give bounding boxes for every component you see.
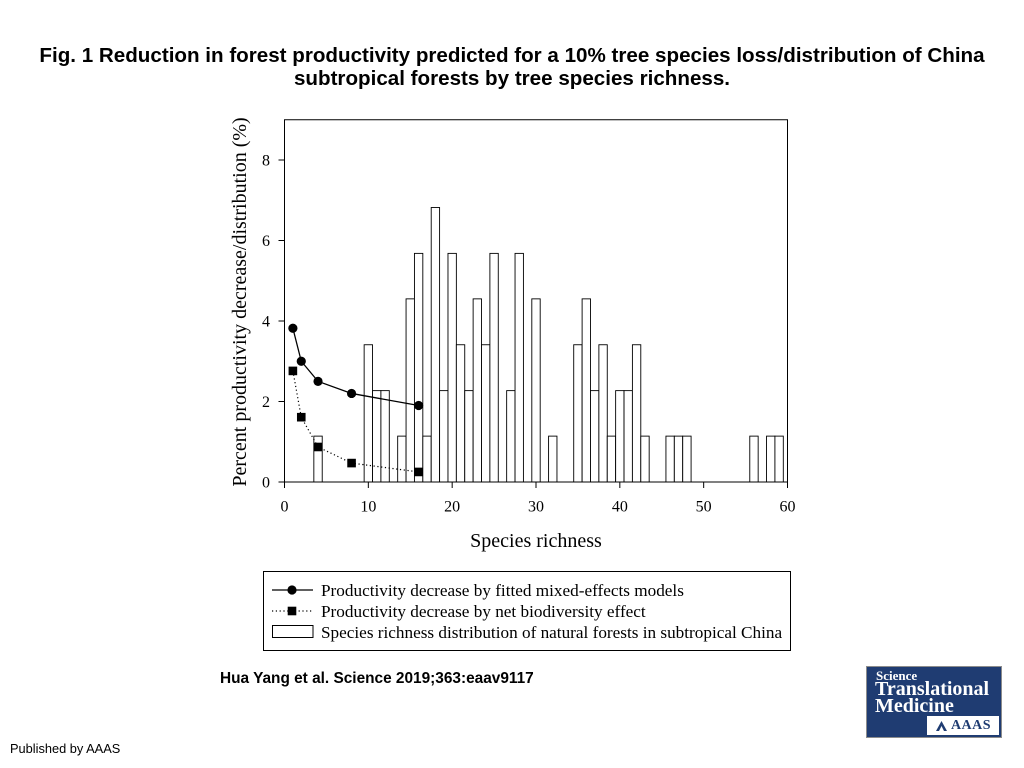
- legend-label-net-biodiversity: Productivity decrease by net biodiversit…: [321, 602, 646, 621]
- bar-species-richness-37: [590, 390, 600, 483]
- bar-species-richness-21: [455, 344, 466, 483]
- bar-species-richness-22: [464, 390, 474, 483]
- bar-species-richness-36: [581, 298, 591, 483]
- y-tick-label: 6: [262, 233, 270, 250]
- bar-species-richness-20: [447, 252, 457, 483]
- logo-translational-text: Translational: [875, 678, 990, 700]
- series-2-square-point: [347, 458, 356, 468]
- bar-species-richness-11: [372, 390, 382, 483]
- x-tick-label: 40: [612, 498, 628, 515]
- x-tick-label: 30: [528, 498, 544, 515]
- bar-species-richness-25: [489, 252, 499, 483]
- bar-species-richness-59: [774, 435, 784, 483]
- series-2-square-point: [313, 442, 323, 452]
- bar-species-richness-42: [631, 344, 642, 483]
- bar-species-richness-17: [422, 435, 432, 483]
- bar-species-richness-28: [514, 252, 524, 483]
- bar-species-richness-30: [531, 298, 541, 483]
- series-1-circle-point: [313, 376, 323, 386]
- legend: Productivity decrease by fitted mixed-ef…: [263, 571, 791, 651]
- legend-item-mixed-effects: Productivity decrease by fitted mixed-ef…: [272, 581, 684, 600]
- y-tick-label: 2: [262, 394, 270, 411]
- bar-species-richness-23: [472, 298, 482, 483]
- logo-aaas-text: AAAS: [950, 718, 992, 733]
- y-tick-label: 8: [262, 152, 270, 169]
- legend-circle-marker: [287, 585, 297, 595]
- bar-species-richness-16: [413, 252, 424, 483]
- series-2-square-point: [288, 366, 298, 376]
- journal-logo: Science Translational Medicine AAAS: [866, 666, 1002, 738]
- aaas-emblem-icon: [935, 720, 947, 731]
- bar-species-richness-47: [673, 435, 684, 483]
- legend-label-mixed-effects: Productivity decrease by fitted mixed-ef…: [321, 581, 684, 600]
- legend-frame: [263, 571, 791, 651]
- x-axis-label: Species richness: [470, 530, 602, 552]
- series-layer: [288, 323, 424, 477]
- logo-medicine-text: Medicine: [875, 695, 954, 717]
- legend-item-richness-distribution: Species richness distribution of natural…: [272, 623, 782, 642]
- series-1-circle-point: [288, 323, 298, 333]
- bar-species-richness-10: [363, 344, 373, 483]
- bar-species-richness-24: [481, 344, 491, 483]
- x-tick-label: 60: [780, 498, 796, 515]
- bar-species-richness-39: [606, 435, 617, 483]
- logo-science-text: Science: [876, 668, 918, 683]
- x-tick-label: 10: [360, 498, 376, 515]
- bar-species-richness-35: [573, 344, 583, 483]
- bar-species-richness-18: [430, 207, 441, 483]
- bar-species-richness-40: [615, 390, 625, 483]
- bar-species-richness-38: [598, 344, 608, 483]
- legend-square-marker: [287, 606, 297, 616]
- citation: Hua Yang et al. Science 2019;363:eaav911…: [220, 670, 534, 687]
- axis-ticks: 0 2 4 6 8 0 10 20 30 40 50 60: [262, 152, 796, 515]
- bar-species-richness-58: [766, 435, 776, 483]
- legend-bar-swatch: [272, 625, 314, 638]
- bar-species-richness-43: [640, 435, 650, 483]
- y-axis-label: Percent productivity decrease/distributi…: [229, 117, 251, 486]
- bar-species-richness-14: [397, 435, 407, 483]
- series-2-square-point: [296, 412, 306, 422]
- bar-species-richness-15: [405, 298, 415, 483]
- figure-title: Fig. 1 Reduction in forest productivity …: [0, 44, 1024, 90]
- bar-species-richness-48: [682, 435, 692, 483]
- bar-species-richness-32: [548, 435, 558, 483]
- bar-species-richness-56: [749, 435, 759, 483]
- bar-species-richness-46: [665, 435, 675, 483]
- bar-species-richness-41: [623, 390, 633, 483]
- bars-layer: [313, 207, 784, 483]
- legend-item-net-biodiversity: Productivity decrease by net biodiversit…: [272, 602, 646, 621]
- bar-species-richness-12: [380, 390, 390, 483]
- x-tick-label: 0: [281, 498, 289, 515]
- series-2-line: [292, 370, 419, 473]
- publisher-credit: Published by AAAS: [10, 741, 121, 756]
- x-tick-label: 50: [696, 498, 712, 515]
- y-tick-label: 0: [262, 474, 270, 491]
- figure-title-line-1: Fig. 1 Reduction in forest productivity …: [39, 44, 985, 67]
- x-tick-label: 20: [444, 498, 460, 515]
- figure-title-line-2: subtropical forests by tree species rich…: [293, 67, 731, 90]
- bar-species-richness-27: [506, 390, 516, 483]
- y-tick-label: 4: [262, 313, 270, 330]
- series-1-circle-point: [346, 388, 357, 399]
- legend-label-richness-distribution: Species richness distribution of natural…: [321, 623, 782, 642]
- bar-species-richness-19: [439, 390, 449, 483]
- series-1-circle-point: [414, 400, 424, 411]
- series-2-square-point: [414, 467, 423, 477]
- aaas-badge: AAAS: [927, 716, 999, 735]
- series-1-circle-point: [296, 356, 306, 366]
